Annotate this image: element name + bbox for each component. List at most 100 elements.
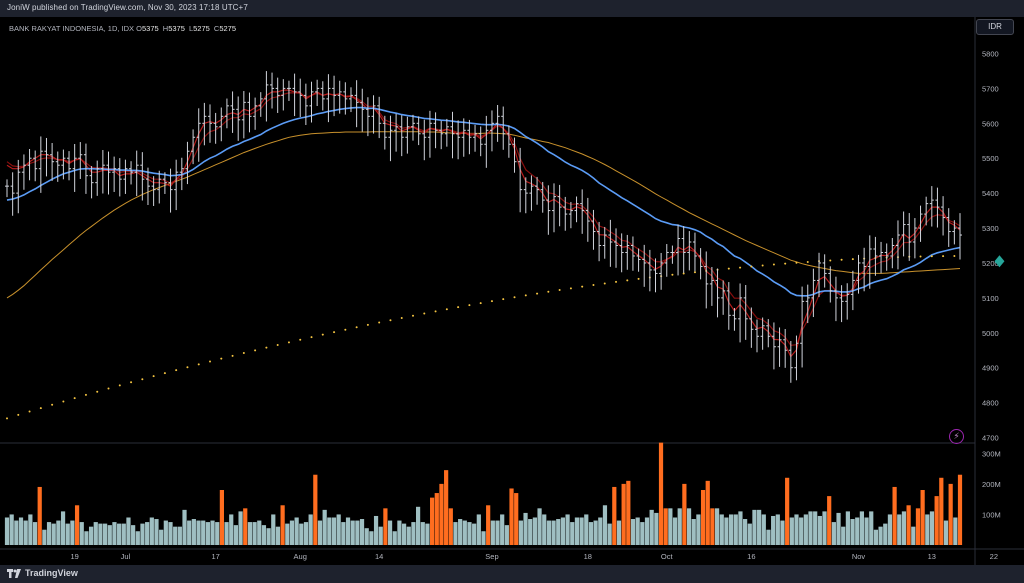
volume-bar — [710, 508, 715, 545]
volume-bar — [761, 514, 766, 545]
volume-bar — [355, 520, 360, 545]
volume-bar — [303, 522, 309, 545]
price-tick-label: 4900 — [982, 364, 999, 373]
volume-bar — [387, 520, 393, 545]
volume-bar — [588, 522, 594, 545]
volume-bar — [149, 517, 154, 545]
volume-bar — [850, 519, 855, 545]
volume-bar — [686, 508, 692, 545]
volume-bar — [556, 519, 561, 545]
time-tick-label: 14 — [375, 552, 383, 561]
sma200-dot — [581, 285, 584, 288]
volume-bar — [46, 522, 52, 545]
volume-bar — [280, 505, 285, 545]
sma200-dot — [592, 284, 595, 287]
sma200-dot — [242, 352, 245, 355]
sma200-dot — [321, 333, 324, 336]
volume-bar — [490, 520, 495, 545]
volume-bar — [658, 442, 664, 545]
volume-bar — [579, 517, 584, 545]
volume-bar — [60, 511, 66, 545]
volume-bar — [28, 514, 33, 545]
volume-bar — [299, 523, 304, 545]
sma200-dot — [51, 403, 54, 406]
sma200-dot — [930, 255, 933, 258]
sma200-dot — [637, 277, 640, 280]
volume-bar — [56, 520, 61, 545]
time-tick-label: 18 — [584, 552, 592, 561]
sma200-dot — [693, 271, 696, 274]
volume-bar — [822, 511, 827, 545]
sma200-dot — [840, 258, 843, 261]
volume-bar — [808, 511, 813, 545]
volume-bar — [915, 508, 921, 545]
volume-bar — [901, 511, 907, 545]
price-volume-chart[interactable]: 5800 5700 5600 5500 5400 5300 5200 5100 5000 4900… — [0, 17, 1024, 565]
volume-bar — [612, 486, 617, 545]
price-tick-label: 5500 — [982, 154, 999, 163]
close-value: 5275 — [219, 24, 237, 33]
volume-bar — [635, 517, 640, 545]
sma200-dot — [141, 378, 144, 381]
volume-bar — [313, 474, 318, 545]
sma200-dot — [615, 280, 618, 283]
volume-bar — [528, 519, 533, 545]
volume-bar — [602, 505, 608, 545]
sma200-dot — [152, 375, 155, 378]
symbol-name: BANK RAKYAT INDONESIA, 1D, IDX — [9, 24, 135, 33]
sma200-dot — [412, 314, 415, 317]
sma200-dot — [220, 357, 223, 360]
volume-bar — [163, 520, 168, 545]
volume-bar — [131, 525, 136, 545]
sma200-dot — [750, 265, 753, 268]
sma200-dot — [265, 346, 268, 349]
lightning-icon[interactable]: ⚡ — [949, 429, 964, 444]
sma200-dot — [299, 338, 302, 341]
ema-blue-line — [6, 106, 961, 297]
tradingview-logo[interactable]: TradingView — [7, 568, 78, 578]
volume-bar — [359, 519, 365, 545]
volume-bar — [771, 515, 776, 545]
volume-bar — [897, 514, 902, 545]
time-tick-label: Aug — [294, 552, 307, 561]
volume-bar — [4, 517, 10, 545]
sma200-dot — [118, 384, 121, 387]
volume-bar — [364, 528, 369, 545]
sma200-dot — [739, 266, 742, 269]
volume-bar — [845, 511, 850, 545]
sma200-dot — [942, 255, 945, 258]
volume-bar — [472, 523, 477, 545]
volume-bar — [98, 523, 103, 545]
volume-bar — [140, 523, 145, 545]
volume-bar — [920, 490, 925, 545]
volume-bar — [14, 520, 19, 545]
volume-bar — [476, 514, 481, 545]
volume-bar — [911, 526, 916, 545]
volume-bar — [906, 505, 911, 545]
volume-bar — [383, 508, 388, 545]
volume-bar — [836, 512, 841, 545]
volume-bar — [934, 496, 939, 545]
volume-bar — [159, 529, 164, 545]
volume-bar — [107, 525, 112, 545]
volume-bar — [841, 526, 846, 545]
volume-bar — [677, 508, 682, 545]
volume-bar — [780, 520, 785, 545]
chart-area[interactable]: 5800 5700 5600 5500 5400 5300 5200 5100 5000 4900… — [0, 17, 1024, 565]
sma200-dot — [62, 400, 65, 403]
sma200-dot — [434, 310, 437, 313]
volume-bar — [289, 520, 295, 545]
volume-bar — [957, 474, 963, 545]
volume-bar — [331, 517, 337, 545]
sma200-dot — [96, 390, 99, 393]
ema-fast-line — [6, 89, 961, 358]
volume-bar — [649, 509, 654, 545]
volume-bar — [883, 523, 888, 545]
time-tick-label: 22 — [990, 552, 998, 561]
sma200-dot — [445, 308, 448, 311]
currency-badge[interactable]: IDR — [976, 19, 1014, 35]
volume-bar — [201, 520, 206, 545]
volume-bar — [714, 508, 720, 545]
time-tick-label: 19 — [70, 552, 78, 561]
volume-bar — [117, 523, 122, 545]
